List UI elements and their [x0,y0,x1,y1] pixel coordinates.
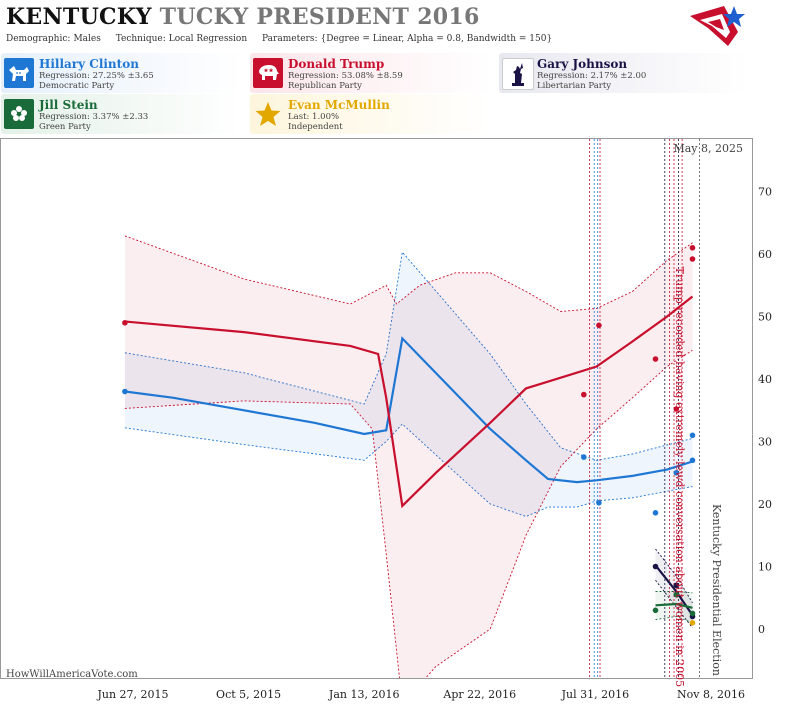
lower-bound-trump [124,349,693,678]
y-tick-label: 70 [758,186,772,199]
candidate-party: Green Party [39,122,91,132]
x-tick-label: Jan 13, 2016 [328,688,400,701]
annotation-trump-recording: Trump recorded having extremely lewd con… [673,267,686,688]
elephant-icon [253,58,283,88]
candidate-regression: Last: 1.00% [288,112,340,122]
y-tick-label: 50 [758,311,772,324]
candidate-party: Independent [288,122,343,132]
lower-bound-clinton [124,423,693,517]
x-tick-label: Jul 31, 2016 [561,688,630,701]
poll-point-clinton [652,510,659,516]
demographic-label: Demographic: [6,34,71,44]
candidate-name: Evan McMullin [288,98,390,112]
band-clinton [124,252,693,517]
poll-point-trump [581,391,587,398]
y-tick-label: 40 [758,373,772,386]
poll-point-trump [689,256,696,262]
poll-point-stein [652,607,659,614]
poll-point-stein [673,591,680,598]
y-tick-label: 60 [758,248,772,261]
site-logo [690,6,745,46]
poll-point-trump [652,356,659,362]
x-tick-label: Jun 27, 2015 [96,688,168,701]
poll-point-trump [596,322,602,329]
y-tick-label: 0 [758,623,765,636]
parameters-label: Parameters: [262,34,318,44]
poll-point-johnson [673,582,680,589]
lower-bound-johnson [655,580,693,629]
candidate-name: Hillary Clinton [39,57,139,71]
parameters-value: {Degree = Linear, Alpha = 0.8, Bandwidth… [320,34,553,44]
candidate-regression: Regression: 27.25% ±3.65 [39,71,154,81]
annotation-election: Kentucky Presidential Election [710,504,723,676]
liberty-statue-icon [502,58,534,90]
x-tick-label: Apr 22, 2016 [442,688,516,701]
candidate-regression: Regression: 53.08% ±8.59 [288,71,403,81]
candidate-name: Gary Johnson [537,57,628,71]
poll-point-clinton [673,470,680,476]
lower-bound-stein [655,616,693,624]
candidate-card-johnson[interactable]: Gary Johnson Regression: 2.17% ±2.00 Lib… [499,53,747,93]
poll-point-clinton [581,454,587,460]
donkey-icon [4,58,34,88]
star-icon [253,99,283,129]
poll-point-clinton [689,432,696,439]
candidate-card-clinton[interactable]: Hillary Clinton Regression: 27.25% ±3.65… [1,53,244,93]
candidate-card-mcmullin[interactable]: Evan McMullin Last: 1.00% Independent [250,94,493,134]
flower-icon [4,99,34,129]
credit-text: HowWillAmericaVote.com [6,669,138,680]
title-rest: TUCKY PRESIDENT 2016 [159,4,480,30]
poll-point-stein [689,610,696,617]
band-trump [124,235,693,678]
trend-line-stein [655,602,693,609]
poll-point-trump [689,245,696,251]
candidate-card-trump[interactable]: Donald Trump Regression: 53.08% ±8.59 Re… [250,53,493,93]
candidate-regression: Regression: 2.17% ±2.00 [537,71,647,81]
poll-point-johnson [652,563,659,570]
upper-bound-trump [124,235,693,312]
x-tick-label: Nov 8, 2016 [677,688,745,701]
trend-line-trump [124,295,694,509]
y-tick-label: 30 [758,436,772,449]
candidate-regression: Regression: 3.37% ±2.33 [39,112,149,122]
candidate-party: Democratic Party [39,81,115,91]
y-tick-label: 20 [758,498,772,511]
candidate-name: Donald Trump [288,57,385,71]
title-state: KENTUCKY [6,4,152,30]
poll-point-clinton [596,500,602,506]
candidate-name: Jill Stein [39,98,98,112]
candidate-party: Republican Party [288,81,362,91]
candidate-party: Libertarian Party [537,81,612,91]
date-label: May 8, 2025 [673,142,743,155]
x-tick-label: Oct 5, 2015 [216,688,281,701]
parameters-bar: Demographic: Males Technique: Local Regres… [6,34,564,44]
technique-label: Technique: [115,34,166,44]
page-title: KENTUCKY TUCKY PRESIDENT 2016 [6,4,480,30]
poll-point-clinton [689,457,696,464]
demographic-value: Males [73,34,101,44]
poll-point-clinton [122,388,128,395]
technique-value: Local Regression [168,34,248,44]
y-tick-label: 10 [758,561,772,574]
poll-point-trump [122,320,128,326]
trend-line-clinton [124,336,693,484]
candidate-card-stein[interactable]: Jill Stein Regression: 3.37% ±2.33 Green… [1,94,244,134]
upper-bound-clinton [124,251,693,461]
poll-point-mcmullin [689,620,696,626]
poll-point-trump [673,406,680,412]
poll-chart: 0 10 20 30 40 50 60 70 Jun 27, 2015 Oct 5, 2015 J… [0,138,772,701]
